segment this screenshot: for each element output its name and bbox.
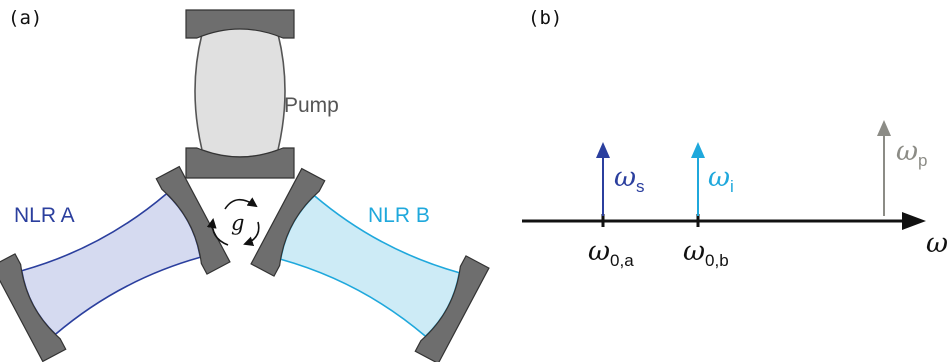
nlr-a-right-mirror (155, 165, 231, 275)
pump-label: Pump (284, 94, 339, 117)
coupling-arc-top-arrow (224, 197, 258, 210)
nlr-b-label: NLR B (368, 204, 430, 227)
panel-b-label: (b) (528, 7, 562, 29)
nlr-b-resonator (250, 167, 490, 362)
panel-a-label: (a) (8, 7, 42, 29)
pump-resonator: Pump (185, 9, 339, 179)
tick-label-omega-0a: ω0,a (588, 236, 634, 270)
pump-bottom-mirror (185, 147, 295, 179)
pump-arrowhead (877, 120, 891, 136)
idler-arrowhead (691, 142, 705, 158)
nlr-a-resonator (0, 165, 231, 362)
pump-cavity (194, 26, 286, 158)
signal-label: ωs (614, 162, 645, 196)
nlr-a-label: NLR A (14, 204, 75, 227)
pump-top-mirror (185, 9, 295, 39)
nlr-b-right-mirror (414, 255, 490, 362)
frequency-axis-arrowhead (902, 212, 926, 230)
coupling-symbol: g (231, 211, 244, 235)
nlr-a-left-mirror (0, 253, 67, 362)
pump-frequency-label: ωp (896, 136, 928, 170)
coupling-arc-right-arrow (243, 221, 260, 247)
idler-label: ωi (708, 162, 734, 196)
frequency-spectrum: ω ω0,a ω0,b ωs ωi ωp (522, 120, 948, 270)
tick-label-omega-0b: ω0,b (683, 236, 729, 270)
signal-arrowhead (596, 142, 610, 158)
coupling-arc-left-arrow (206, 218, 229, 246)
coupling-indicator: g (206, 197, 260, 247)
nlr-b-left-mirror (250, 167, 326, 277)
frequency-axis-label: ω (926, 228, 948, 259)
